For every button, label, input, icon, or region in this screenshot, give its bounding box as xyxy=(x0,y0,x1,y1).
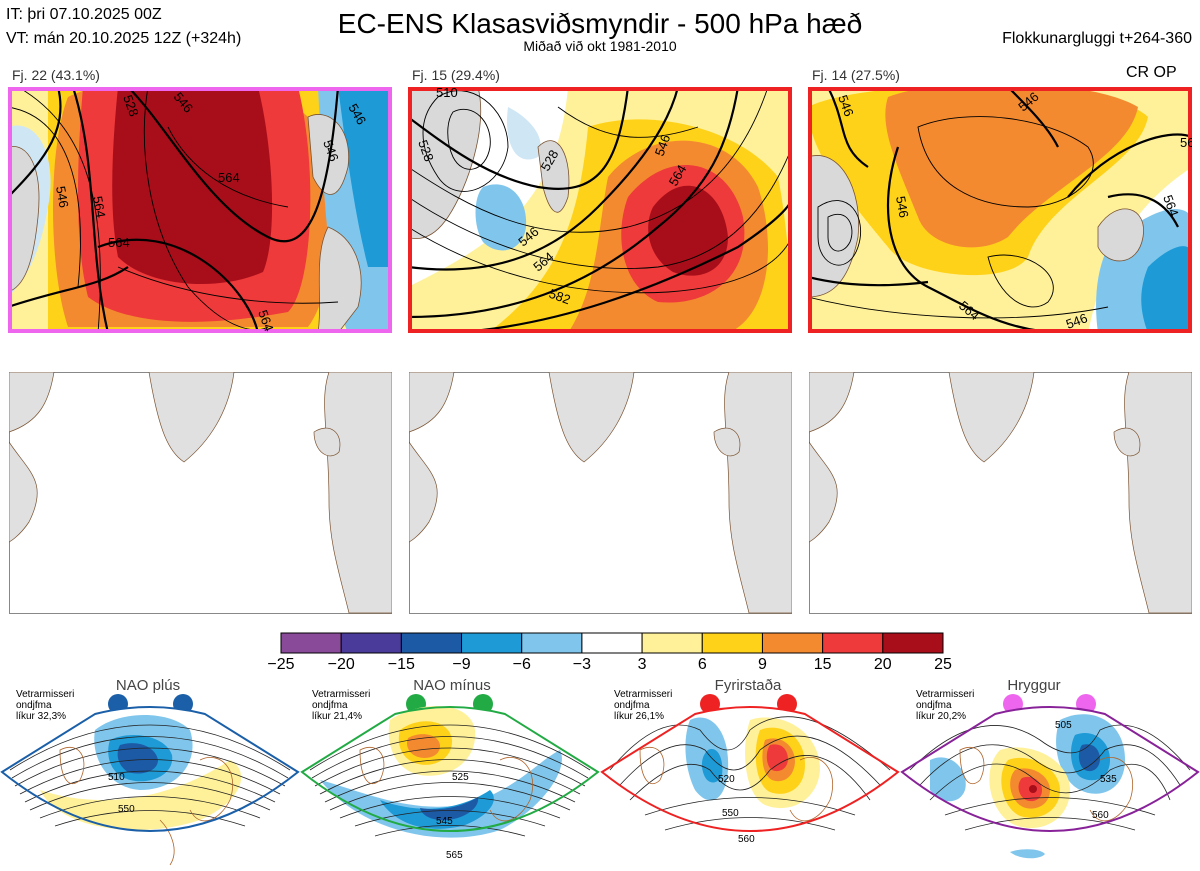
regime-contour-label: 550 xyxy=(722,808,739,819)
contour-label: 528 xyxy=(415,138,437,164)
contour-label: 546 xyxy=(835,93,857,119)
contour-label: 546 xyxy=(1064,310,1090,332)
contour-label: 564 xyxy=(1160,193,1182,219)
regime-2-map: 525 545 565 xyxy=(300,694,600,861)
colorbar-tick-label: −3 xyxy=(572,656,592,673)
regime-contour-label: 520 xyxy=(718,774,735,785)
colorbar-tick-label: 25 xyxy=(934,656,952,673)
colorbar-segment xyxy=(340,632,402,654)
regime-3-note: Vetrarmisseri ondjfma líkur 26,1% xyxy=(614,689,673,722)
regime-3-map: 520 550 560 xyxy=(600,694,900,845)
regime-contour-label: 565 xyxy=(446,850,463,861)
cluster-1-map: 546 564 564 564 564 546 546 546 528 xyxy=(8,87,392,333)
regime-contour-label: 505 xyxy=(1055,720,1072,731)
colorbar-segment xyxy=(280,632,342,654)
colorbar-segment xyxy=(761,632,824,654)
contour-label: 546 xyxy=(320,138,342,164)
regime-1-note: Vetrarmisseri ondjfma líkur 32,3% xyxy=(16,689,75,722)
regime-contour-label: 525 xyxy=(452,772,469,783)
regime-contour-label: 550 xyxy=(118,804,135,815)
colorbar xyxy=(280,632,944,654)
regime-3-title: Fyrirstaða xyxy=(714,677,782,694)
colorbar-tick-label: −15 xyxy=(387,656,415,673)
contour-label: 564 xyxy=(90,195,109,219)
regime-contour-label: 560 xyxy=(1092,810,1109,821)
regime-contour-label: 545 xyxy=(436,816,453,827)
colorbar-tick-label: 3 xyxy=(637,656,647,673)
colorbar-segment xyxy=(400,632,463,654)
colorbar-tick-label: 15 xyxy=(813,656,832,673)
init-time: IT: þri 07.10.2025 00Z xyxy=(6,6,162,23)
contour-label: 582 xyxy=(547,286,573,308)
colorbar-tick-label: −6 xyxy=(512,656,531,673)
colorbar-tick-label: 9 xyxy=(758,656,767,673)
colorbar-segment xyxy=(822,632,884,654)
colorbar-tick-label: −20 xyxy=(327,656,355,673)
contour-label: 564 xyxy=(255,308,277,333)
page-subtitle: Miðað við okt 1981-2010 xyxy=(523,38,677,54)
valid-time: VT: mán 20.10.2025 12Z (+324h) xyxy=(6,30,242,47)
basemap-3 xyxy=(809,372,1192,614)
regime-2-title: NAO mínus xyxy=(413,677,491,694)
regime-contour-label: 560 xyxy=(738,834,755,845)
basemap-2 xyxy=(409,372,792,614)
regime-4-title: Hryggur xyxy=(1007,677,1061,694)
regime-4-map: 505 535 560 xyxy=(900,694,1200,859)
cluster-3-map: 546 546 546 564 56 564 546 xyxy=(808,87,1192,333)
contour-label: 564 xyxy=(108,235,130,250)
colorbar-segment xyxy=(581,632,643,654)
contour-label: 546 xyxy=(652,133,674,159)
colorbar-segment xyxy=(461,632,523,654)
cluster-1-label: Fj. 22 (43.1%) xyxy=(12,67,100,83)
control-operational-tag: CR OP xyxy=(1126,64,1177,81)
contour-label: 546 xyxy=(893,195,912,219)
colorbar-segment xyxy=(882,632,944,654)
contour-label: 528 xyxy=(120,93,142,119)
contour-label: 546 xyxy=(53,185,72,209)
colorbar-tick-label: −25 xyxy=(267,656,295,673)
contour-label: 510 xyxy=(436,87,458,100)
regime-contour-label: 535 xyxy=(1100,774,1117,785)
regime-1-title: NAO plús xyxy=(115,677,181,694)
contour-label: 564 xyxy=(218,170,240,185)
basemap-1 xyxy=(9,372,392,614)
regime-4-note: Vetrarmisseri ondjfma líkur 20,2% xyxy=(916,689,975,722)
colorbar-segment xyxy=(521,632,583,654)
colorbar-tick-label: 6 xyxy=(697,656,707,673)
regime-1-map: 510 550 xyxy=(0,694,300,866)
cluster-3-label: Fj. 14 (27.5%) xyxy=(812,67,900,83)
page-title: EC-ENS Klasasviðsmyndir - 500 hPa hæð xyxy=(337,8,863,39)
colorbar-tick-label: 20 xyxy=(873,656,892,673)
cluster-2-map: 510 528 528 546 546 564 564 582 xyxy=(408,87,792,333)
regime-contour-label: 510 xyxy=(108,772,125,783)
contour-label: 56 xyxy=(1180,135,1192,150)
regime-2-note: Vetrarmisseri ondjfma líkur 21,4% xyxy=(312,689,371,722)
colorbar-tick-label: −9 xyxy=(452,656,471,673)
colorbar-segment xyxy=(701,632,763,654)
cluster-2-label: Fj. 15 (29.4%) xyxy=(412,67,500,83)
classification-window: Flokkunargluggi t+264-360 xyxy=(1002,30,1192,47)
colorbar-segment xyxy=(641,632,703,654)
